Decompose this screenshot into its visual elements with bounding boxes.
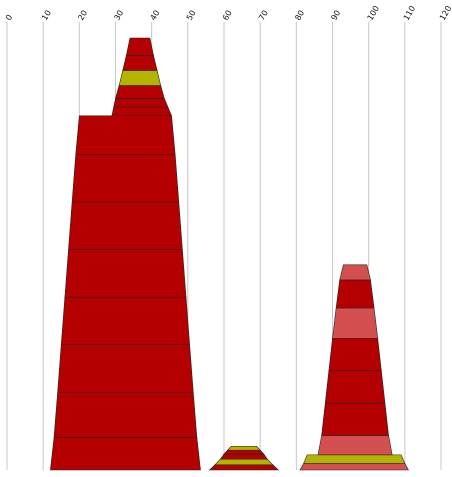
shape-small-layer-4 bbox=[226, 445, 261, 451]
shape-medium-layer-0 bbox=[299, 463, 409, 471]
x-tick-label: 0 bbox=[4, 13, 14, 22]
x-tick-label: 50 bbox=[185, 9, 198, 22]
shape-large-layer-3 bbox=[60, 296, 190, 346]
x-tick-label: 110 bbox=[402, 4, 417, 22]
x-tick-label: 120 bbox=[438, 4, 452, 22]
x-tick-label: 90 bbox=[329, 9, 342, 22]
shape-large-layer-2 bbox=[57, 344, 194, 393]
shape-large-layer-9 bbox=[113, 98, 169, 108]
shape-small bbox=[208, 445, 279, 471]
shape-medium-layer-4 bbox=[324, 370, 386, 404]
shape-large-layer-8 bbox=[111, 106, 173, 117]
shape-large bbox=[50, 37, 201, 471]
shape-small-layer-0 bbox=[208, 464, 279, 471]
shape-medium-layer-6 bbox=[332, 307, 379, 339]
shape-medium-layer-8 bbox=[339, 264, 371, 281]
shape-medium-layer-7 bbox=[335, 279, 375, 309]
shape-medium-layer-2 bbox=[317, 435, 393, 456]
shape-large-layer-7 bbox=[75, 115, 176, 155]
x-tick-label: 100 bbox=[366, 4, 381, 22]
shape-large-layer-1 bbox=[53, 391, 198, 438]
shape-medium-layer-3 bbox=[321, 402, 389, 436]
x-tick-label: 70 bbox=[257, 9, 270, 22]
x-tick-label: 30 bbox=[112, 9, 125, 22]
shape-large-layer-13 bbox=[125, 37, 154, 56]
x-tick-label: 40 bbox=[149, 9, 162, 22]
shape-large-layer-5 bbox=[68, 201, 183, 250]
shape-small-layer-3 bbox=[223, 449, 265, 455]
shape-small-layer-2 bbox=[219, 453, 268, 460]
shape-medium bbox=[299, 264, 409, 471]
x-tick-label: 60 bbox=[221, 9, 234, 22]
shapes bbox=[50, 37, 409, 471]
x-tick-label: 20 bbox=[76, 9, 89, 22]
x-tick-label: 10 bbox=[40, 9, 53, 22]
shape-small-layer-1 bbox=[214, 458, 274, 466]
shape-large-layer-11 bbox=[118, 70, 162, 86]
shape-large-layer-12 bbox=[122, 54, 158, 71]
shape-medium-layer-1 bbox=[303, 454, 406, 464]
shape-large-layer-4 bbox=[64, 249, 187, 298]
shape-large-layer-0 bbox=[50, 437, 201, 471]
shape-large-layer-10 bbox=[115, 85, 165, 99]
shape-large-layer-6 bbox=[71, 154, 180, 203]
x-axis-tick-labels: 0 10 20 30 40 50 60 70 80 90 100 110 120 bbox=[4, 4, 452, 22]
shape-medium-layer-5 bbox=[328, 337, 382, 371]
x-tick-label: 80 bbox=[293, 9, 306, 22]
